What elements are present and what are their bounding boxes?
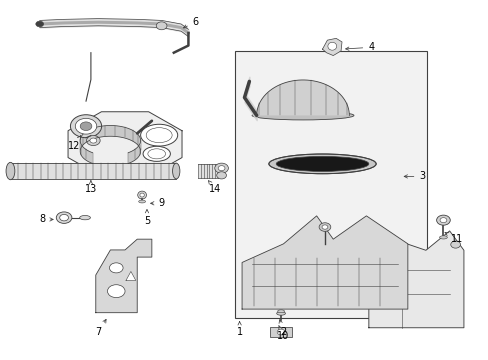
Polygon shape	[242, 216, 407, 309]
Circle shape	[439, 218, 446, 223]
Circle shape	[322, 225, 327, 229]
Ellipse shape	[140, 193, 144, 197]
Ellipse shape	[268, 154, 375, 174]
Polygon shape	[368, 231, 463, 328]
Circle shape	[156, 22, 166, 30]
Ellipse shape	[251, 111, 353, 120]
FancyBboxPatch shape	[234, 51, 427, 318]
Polygon shape	[68, 112, 182, 176]
Text: 1: 1	[236, 321, 242, 337]
Circle shape	[36, 21, 43, 27]
FancyBboxPatch shape	[270, 327, 291, 337]
Ellipse shape	[141, 124, 177, 146]
Text: 8: 8	[39, 215, 53, 224]
Ellipse shape	[6, 162, 15, 180]
Polygon shape	[80, 126, 141, 163]
Ellipse shape	[276, 156, 368, 171]
Polygon shape	[126, 271, 136, 280]
Circle shape	[450, 241, 460, 248]
Circle shape	[109, 263, 123, 273]
Ellipse shape	[277, 310, 284, 313]
Ellipse shape	[139, 200, 145, 203]
Circle shape	[80, 122, 92, 131]
Ellipse shape	[146, 128, 172, 143]
Ellipse shape	[143, 146, 170, 161]
Text: 9: 9	[150, 198, 164, 208]
Text: 3: 3	[404, 171, 425, 181]
Circle shape	[86, 135, 100, 145]
Circle shape	[216, 172, 226, 179]
Text: 5: 5	[143, 210, 150, 226]
Text: 2: 2	[279, 320, 286, 337]
Circle shape	[75, 118, 97, 134]
Circle shape	[319, 223, 330, 231]
Ellipse shape	[327, 42, 336, 50]
Text: 11: 11	[444, 232, 462, 244]
Circle shape	[214, 163, 228, 173]
Circle shape	[218, 166, 224, 171]
Ellipse shape	[276, 312, 285, 315]
Circle shape	[277, 329, 285, 335]
Text: 13: 13	[84, 181, 97, 194]
Text: 10: 10	[277, 326, 289, 341]
Circle shape	[107, 285, 125, 298]
Text: 12: 12	[67, 136, 81, 151]
Ellipse shape	[138, 191, 146, 199]
Polygon shape	[96, 239, 152, 313]
Text: 7: 7	[95, 319, 106, 337]
Ellipse shape	[80, 216, 90, 220]
Polygon shape	[322, 39, 341, 55]
Circle shape	[90, 138, 97, 143]
Ellipse shape	[147, 149, 165, 159]
Ellipse shape	[439, 236, 447, 239]
Ellipse shape	[172, 163, 180, 179]
Circle shape	[60, 215, 68, 221]
Text: 14: 14	[208, 181, 221, 194]
Circle shape	[70, 115, 102, 138]
Circle shape	[436, 215, 449, 225]
Polygon shape	[256, 80, 348, 116]
Text: 4: 4	[345, 42, 374, 52]
Circle shape	[56, 212, 72, 224]
Text: 6: 6	[183, 17, 199, 28]
